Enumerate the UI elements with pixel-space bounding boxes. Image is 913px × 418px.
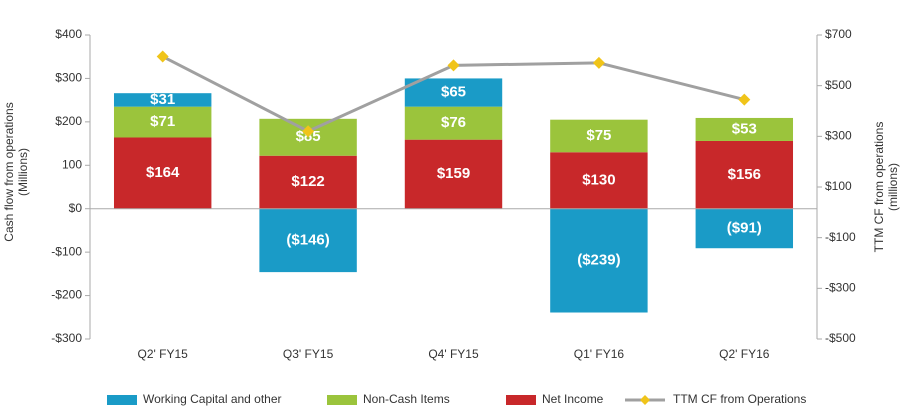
y2-tick-label: -$500: [825, 331, 856, 345]
value-label: $164: [146, 164, 180, 181]
bar: [695, 208, 794, 249]
line-marker: [738, 93, 751, 106]
legend-marker: [640, 395, 650, 405]
y-tick-label: $0: [69, 201, 83, 215]
bar: [113, 93, 212, 107]
value-label: $156: [728, 166, 761, 183]
bar: [550, 152, 648, 209]
value-label: $76: [441, 114, 466, 131]
y2-tick-label: -$300: [825, 281, 856, 295]
y2-tick-label: -$100: [825, 230, 856, 244]
value-label: $122: [291, 173, 324, 190]
bar: [404, 139, 503, 209]
legend-label: TTM CF from Operations: [673, 392, 806, 406]
x-tick-label: Q2' FY15: [138, 347, 189, 361]
y-axis-title: (Millions): [16, 148, 30, 196]
line-marker: [592, 56, 605, 69]
legend-swatch: [327, 395, 357, 405]
bar: [113, 137, 212, 209]
bar: [259, 118, 357, 156]
bar: [259, 208, 357, 273]
bar: [113, 106, 212, 138]
y-tick-label: -$300: [51, 331, 82, 345]
value-label: $53: [732, 120, 757, 137]
y2-tick-label: $700: [825, 27, 852, 41]
y2-tick-label: $300: [825, 129, 852, 143]
legend-label: Non-Cash Items: [363, 392, 450, 406]
y-tick-label: $200: [55, 114, 82, 128]
bar: [695, 140, 794, 209]
line-marker: [302, 125, 315, 138]
value-label: ($91): [727, 219, 762, 236]
value-label: $130: [582, 171, 615, 188]
bar: [404, 106, 503, 140]
bar: [404, 78, 503, 107]
y-axis-title: Cash flow from operations: [2, 102, 16, 241]
y2-tick-label: $500: [825, 78, 852, 92]
line-marker: [156, 50, 169, 63]
x-tick-label: Q1' FY16: [574, 347, 625, 361]
value-label: ($239): [577, 252, 620, 269]
value-label: $159: [437, 165, 470, 182]
y-tick-label: $400: [55, 27, 82, 41]
y2-tick-label: $100: [825, 179, 852, 193]
x-tick-label: Q3' FY15: [283, 347, 334, 361]
value-label: $75: [586, 127, 611, 144]
bar: [550, 208, 648, 313]
value-label: $71: [150, 113, 175, 130]
y2-axis-title: TTM CF from operations: [872, 122, 886, 253]
legend-swatch: [506, 395, 536, 405]
legend-label: Working Capital and other: [143, 392, 282, 406]
value-label: ($146): [286, 231, 329, 248]
y-tick-label: 100: [62, 157, 82, 171]
y-tick-label: -$200: [51, 288, 82, 302]
y-tick-label: $300: [55, 71, 82, 85]
x-tick-label: Q4' FY15: [428, 347, 479, 361]
legend-swatch: [107, 395, 137, 405]
x-tick-label: Q2' FY16: [719, 347, 770, 361]
y-tick-label: -$100: [51, 244, 82, 258]
bar: [550, 119, 648, 153]
bar: [695, 117, 794, 141]
value-label: $65: [441, 84, 466, 101]
y2-axis-title: (millions): [886, 163, 900, 211]
bar: [259, 155, 357, 209]
line-marker: [447, 59, 460, 72]
value-label: $31: [150, 91, 175, 108]
legend-label: Net Income: [542, 392, 604, 406]
